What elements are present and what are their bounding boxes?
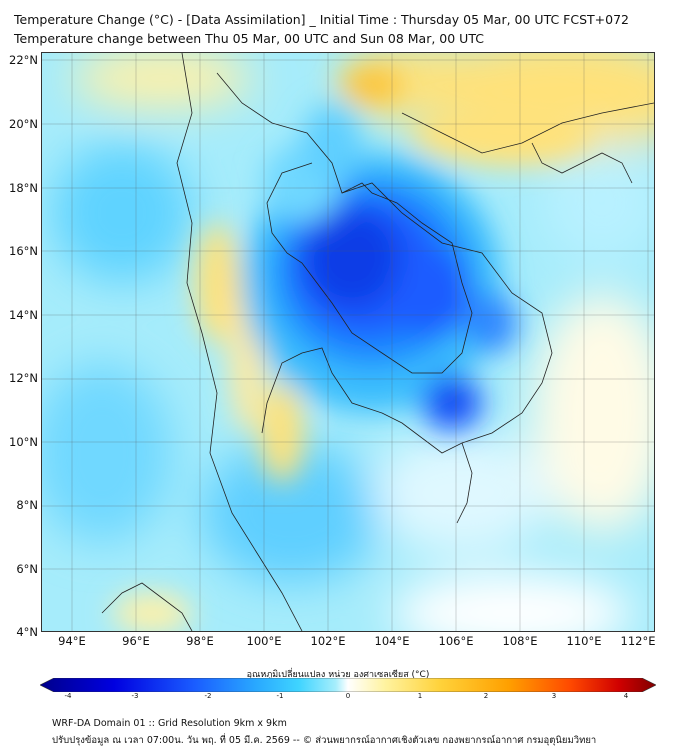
legend-tick-0: 0 — [345, 692, 351, 700]
legend-tick-4: 4 — [623, 692, 629, 700]
legend-tick-1: 1 — [417, 692, 423, 700]
lat-label-8n: 8°N — [16, 498, 38, 512]
lat-label-10n: 10°N — [9, 435, 38, 449]
legend-tick-neg3: -3 — [131, 692, 139, 700]
lon-label-106e: 106°E — [438, 634, 474, 648]
lat-label-6n: 6°N — [16, 562, 38, 576]
graticule — [42, 53, 654, 631]
legend-title: อุณหภูมิเปลี่ยนแปลง หน่วย องศาเซลเซียส (… — [246, 670, 430, 680]
lon-label-104e: 104°E — [374, 634, 410, 648]
footer-update-info: ปรับปรุงข้อมูล ณ เวลา 07:00น. วัน พฤ. ที… — [52, 735, 597, 746]
lon-label-112e: 112°E — [620, 634, 656, 648]
temperature-change-map — [41, 52, 655, 632]
field-detail — [112, 67, 592, 631]
lat-label-18n: 18°N — [9, 181, 38, 195]
map-subtitle: Temperature change between Thu 05 Mar, 0… — [14, 31, 484, 46]
lat-label-14n: 14°N — [9, 308, 38, 322]
lat-label-4n: 4°N — [16, 625, 38, 639]
lon-label-94e: 94°E — [58, 634, 86, 648]
map-title: Temperature Change (°C) - [Data Assimila… — [14, 12, 629, 27]
legend-tick-3: 3 — [551, 692, 557, 700]
coastlines — [101, 53, 654, 631]
lon-label-110e: 110°E — [566, 634, 602, 648]
lat-label-22n: 22°N — [9, 53, 38, 67]
legend-tick-neg1: -1 — [276, 692, 284, 700]
lon-label-96e: 96°E — [122, 634, 150, 648]
legend-tick-neg2: -2 — [204, 692, 212, 700]
color-bar — [40, 678, 656, 692]
footer-domain-info: WRF-DA Domain 01 :: Grid Resolution 9km … — [52, 718, 287, 729]
lon-label-108e: 108°E — [502, 634, 538, 648]
lon-label-98e: 98°E — [186, 634, 214, 648]
lon-label-100e: 100°E — [246, 634, 282, 648]
lat-label-20n: 20°N — [9, 117, 38, 131]
lat-label-12n: 12°N — [9, 371, 38, 385]
lon-label-102e: 102°E — [310, 634, 346, 648]
legend-tick-2: 2 — [483, 692, 489, 700]
legend-tick-neg4: -4 — [64, 692, 72, 700]
lat-label-16n: 16°N — [9, 244, 38, 258]
